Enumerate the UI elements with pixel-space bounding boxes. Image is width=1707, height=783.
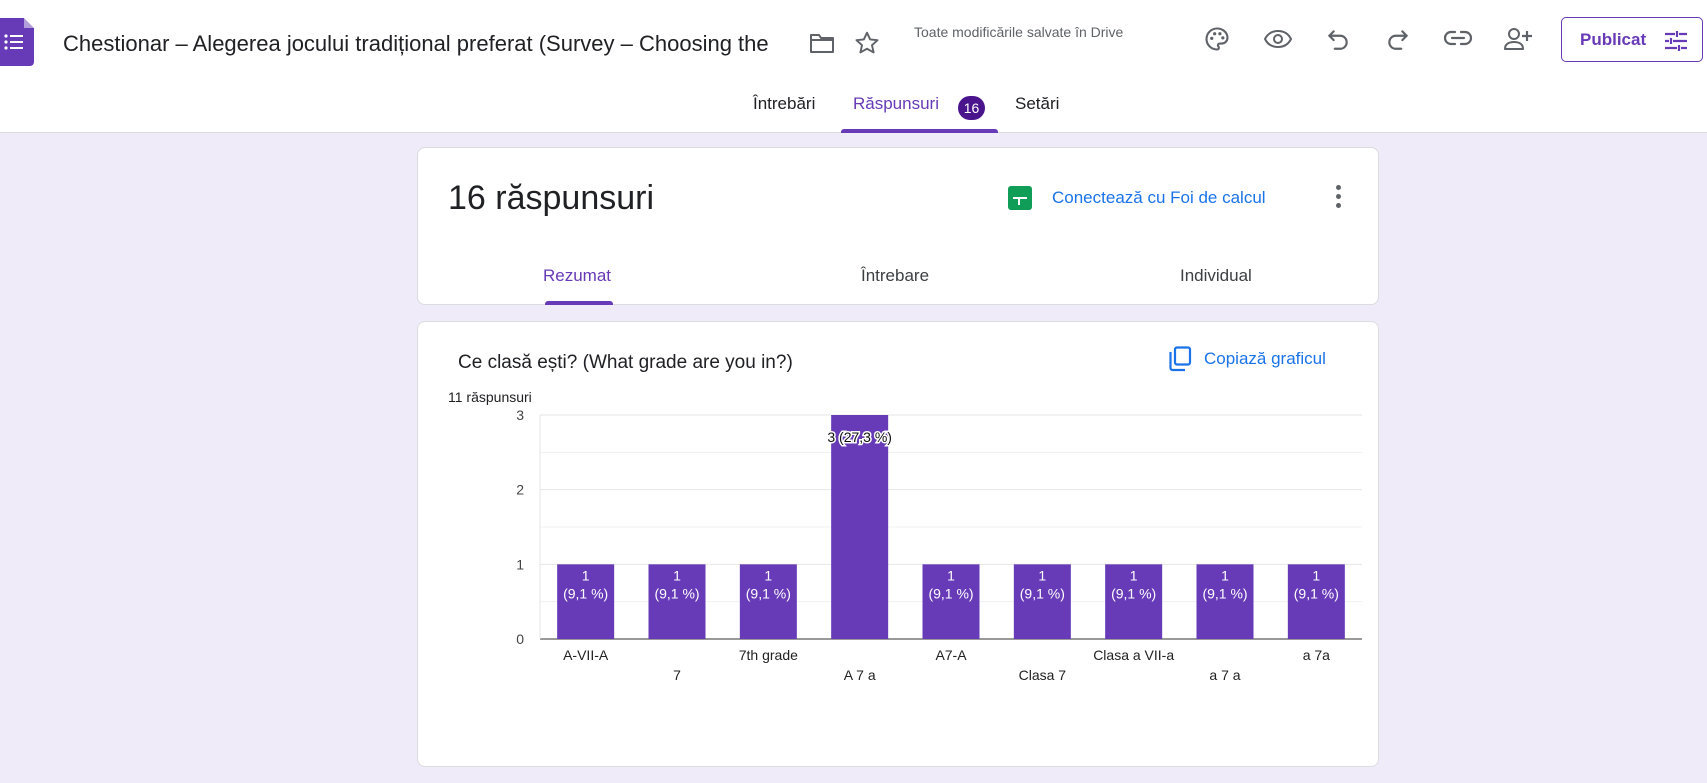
link-icon[interactable] bbox=[1438, 18, 1478, 58]
subtab-summary[interactable]: Rezumat bbox=[543, 264, 611, 288]
data-label: (9,1 %) bbox=[746, 585, 791, 601]
data-label: 1 bbox=[947, 567, 955, 583]
active-subtab-indicator bbox=[545, 301, 613, 305]
data-label: 1 bbox=[582, 567, 590, 583]
subtab-individual[interactable]: Individual bbox=[1180, 264, 1252, 288]
redo-icon[interactable] bbox=[1378, 19, 1418, 59]
responses-count-badge: 16 bbox=[958, 96, 985, 120]
y-tick-label: 3 bbox=[516, 407, 524, 423]
data-label: 3 (27,3 %) bbox=[827, 429, 892, 445]
data-label: 1 bbox=[1130, 567, 1138, 583]
x-tick-label: a 7 a bbox=[1209, 667, 1240, 683]
x-tick-label: 7 bbox=[673, 667, 681, 683]
active-tab-indicator bbox=[841, 129, 998, 133]
x-tick-label: A7-A bbox=[935, 647, 967, 663]
x-tick-label: Clasa 7 bbox=[1019, 667, 1067, 683]
copy-chart-button[interactable]: Copiază graficul bbox=[1168, 346, 1326, 372]
undo-icon[interactable] bbox=[1318, 19, 1358, 59]
x-tick-label: A-VII-A bbox=[563, 647, 609, 663]
more-options-icon[interactable] bbox=[1326, 180, 1350, 212]
connect-sheets-link[interactable]: Conectează cu Foi de calcul bbox=[1008, 184, 1266, 212]
copy-icon bbox=[1168, 346, 1192, 372]
data-label: (9,1 %) bbox=[1111, 585, 1156, 601]
forms-logo-icon[interactable] bbox=[0, 18, 34, 66]
question-chart-card: Ce clasă ești? (What grade are you in?) … bbox=[417, 321, 1379, 767]
publish-label: Publicat bbox=[1580, 30, 1646, 50]
data-label: 1 bbox=[1038, 567, 1046, 583]
x-tick-label: 7th grade bbox=[739, 647, 798, 663]
copy-chart-label: Copiază graficul bbox=[1204, 349, 1326, 369]
eye-icon[interactable] bbox=[1258, 19, 1298, 59]
data-label: (9,1 %) bbox=[1020, 585, 1065, 601]
responses-count: 16 răspunsuri bbox=[448, 176, 654, 220]
question-title: Ce clasă ești? (What grade are you in?) bbox=[458, 349, 793, 377]
palette-icon[interactable] bbox=[1197, 19, 1237, 59]
folder-icon[interactable] bbox=[802, 23, 842, 63]
data-label: (9,1 %) bbox=[654, 585, 699, 601]
subtab-question[interactable]: Întrebare bbox=[861, 264, 929, 288]
sheets-icon bbox=[1008, 186, 1032, 210]
bar-chart: 0 1 2 3 1 (9,1 %) A-VII-A 1 (9,1 %) 7 1 (9,1 %) 7th … bbox=[418, 382, 1378, 762]
add-person-icon[interactable] bbox=[1498, 19, 1538, 59]
publish-button[interactable]: Publicat bbox=[1561, 17, 1703, 62]
tab-settings[interactable]: Setări bbox=[1015, 89, 1059, 133]
data-label: 1 bbox=[1312, 567, 1320, 583]
tab-responses[interactable]: Răspunsuri bbox=[853, 89, 939, 133]
y-tick-label: 1 bbox=[516, 556, 524, 572]
document-title[interactable]: Chestionar – Alegerea jocului tradiționa… bbox=[63, 28, 801, 60]
tune-icon bbox=[1664, 30, 1688, 52]
data-label: (9,1 %) bbox=[1202, 585, 1247, 601]
responses-summary-card: 16 răspunsuri Conectează cu Foi de calcu… bbox=[417, 147, 1379, 305]
data-label: (9,1 %) bbox=[1294, 585, 1339, 601]
x-tick-label: Clasa a VII-a bbox=[1093, 647, 1174, 663]
data-label: 1 bbox=[1221, 567, 1229, 583]
data-label: (9,1 %) bbox=[563, 585, 608, 601]
y-tick-label: 0 bbox=[516, 631, 524, 647]
tab-questions[interactable]: Întrebări bbox=[753, 89, 815, 133]
y-tick-label: 2 bbox=[516, 482, 524, 498]
data-label: (9,1 %) bbox=[928, 585, 973, 601]
x-tick-label: a 7a bbox=[1303, 647, 1330, 663]
bar bbox=[831, 415, 888, 639]
save-status: Toate modificările salvate în Drive bbox=[914, 22, 1124, 42]
app-header: Chestionar – Alegerea jocului tradiționa… bbox=[0, 0, 1707, 133]
x-tick-label: A 7 a bbox=[844, 667, 876, 683]
data-label: 1 bbox=[673, 567, 681, 583]
connect-sheets-label: Conectează cu Foi de calcul bbox=[1052, 188, 1266, 208]
star-icon[interactable] bbox=[847, 23, 887, 63]
data-label: 1 bbox=[764, 567, 772, 583]
